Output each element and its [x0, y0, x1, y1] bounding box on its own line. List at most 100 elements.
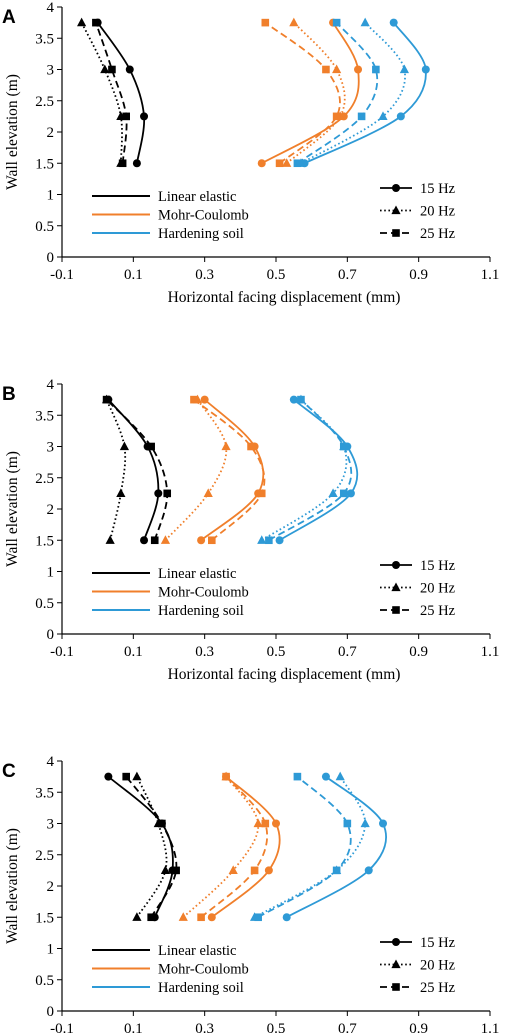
data-point-circle: [346, 489, 355, 498]
chart-panel-a: A 0 0.5 1 1.5 2 2.5 3 3.5 4 -0.1 0.1 0.3 0.5 0.7 0.9 1.1…: [2, 0, 499, 306]
data-point-circle: [125, 65, 134, 74]
panel-letter: C: [2, 761, 16, 782]
data-point-circle: [289, 395, 298, 404]
data-point-circle: [421, 65, 430, 74]
x-tick-label: 0.9: [409, 644, 428, 660]
y-tick-label: 0.5: [35, 973, 54, 989]
data-point-triangle: [119, 441, 130, 451]
legend-marker-square: [392, 229, 400, 237]
y-axis-title: Wall elevation (m): [4, 451, 21, 567]
series-mohr-coulomb-25hz: [197, 772, 270, 922]
data-point-square: [222, 772, 230, 781]
legend-marker-triangle: [391, 205, 401, 215]
legend-label-frequency: 20 Hz: [420, 958, 456, 974]
series-line: [304, 22, 427, 165]
series-line: [200, 398, 265, 541]
x-tick-label: 0.3: [195, 1021, 214, 1034]
data-point-circle: [379, 819, 387, 828]
series-line: [268, 399, 353, 542]
data-point-triangle: [257, 535, 267, 544]
data-point-square: [197, 913, 205, 922]
data-point-triangle: [160, 865, 171, 874]
y-tick-label: 4: [47, 0, 55, 16]
series-line: [254, 776, 367, 919]
data-point-circle: [354, 65, 363, 74]
x-tick-label: 0.9: [409, 1021, 428, 1034]
data-point-circle: [264, 866, 273, 875]
y-tick-label: 3: [47, 440, 55, 456]
series-line: [300, 22, 406, 165]
series-line: [105, 399, 127, 541]
y-tick-label: 1: [47, 188, 55, 204]
series-mohr-coulomb-20hz: [160, 394, 231, 544]
y-tick-label: 0.5: [35, 219, 54, 235]
y-axis-title: Wall elevation (m): [4, 828, 21, 944]
data-point-circle: [140, 536, 149, 545]
data-point-circle: [154, 489, 163, 498]
data-point-triangle: [160, 535, 171, 544]
panel-letter: A: [2, 7, 16, 28]
y-tick-label: 1: [47, 565, 55, 581]
y-axis-title: Wall elevation (m): [4, 74, 21, 190]
x-tick-label: 0.5: [267, 267, 286, 283]
data-point-triangle: [77, 17, 87, 27]
data-point-square: [261, 819, 270, 828]
data-point-square: [322, 65, 330, 74]
data-point-triangle: [360, 818, 370, 828]
data-point-square: [357, 112, 366, 121]
data-point-square: [332, 866, 341, 875]
data-point-square: [339, 489, 348, 498]
data-point-square: [108, 65, 116, 74]
x-tick-label: 0.7: [338, 1021, 357, 1034]
legend-label-frequency: 20 Hz: [420, 581, 456, 597]
x-tick-label: 1.1: [481, 267, 500, 283]
series-line: [193, 398, 266, 541]
legend-marker-square: [392, 606, 400, 614]
series-line: [96, 22, 146, 164]
data-point-triangle: [335, 771, 345, 781]
data-point-triangle: [221, 441, 231, 451]
data-point-circle: [207, 913, 216, 922]
x-tick-label: 0.7: [338, 267, 357, 283]
y-tick-label: 0: [47, 627, 55, 643]
data-point-square: [372, 65, 380, 74]
y-tick-label: 2: [47, 125, 55, 141]
y-tick-label: 4: [47, 754, 55, 770]
series-line: [136, 776, 168, 918]
x-tick-label: 0.1: [124, 644, 143, 660]
x-tick-label: 0.1: [124, 267, 143, 283]
x-tick-label: 0.5: [267, 644, 286, 660]
series-line: [182, 776, 260, 918]
legend-marker-circle: [392, 184, 400, 192]
data-point-square: [208, 536, 216, 545]
series-linear-elastic-25hz: [122, 772, 180, 922]
y-tick-label: 1.5: [35, 533, 54, 549]
x-tick-label: 0.3: [195, 644, 214, 660]
legend-label-frequency: 15 Hz: [420, 935, 456, 951]
data-point-square: [122, 772, 130, 781]
series-hardening-soil-15hz: [282, 772, 387, 922]
series-hardening-soil-15hz: [300, 18, 430, 168]
y-tick-label: 4: [47, 377, 55, 393]
data-point-triangle: [399, 64, 409, 74]
data-point-square: [257, 489, 266, 498]
data-point-square: [247, 442, 255, 451]
data-point-circle: [364, 866, 373, 875]
legend-label-frequency: 20 Hz: [420, 204, 456, 220]
x-tick-label: 1.1: [481, 644, 500, 660]
data-point-triangle: [282, 158, 292, 167]
chart-panel-c: C 0 0.5 1 1.5 2 2.5 3 3.5 4 -0.1 0.1 0.3 0.5 0.7 0.9 1.1…: [2, 754, 499, 1034]
data-point-triangle: [378, 111, 388, 120]
data-point-square: [254, 913, 262, 922]
legend-marker-square: [392, 983, 400, 991]
data-point-circle: [197, 536, 206, 545]
data-point-circle: [396, 112, 405, 121]
data-point-square: [332, 112, 341, 121]
data-point-square: [339, 442, 348, 451]
series-line: [80, 22, 123, 164]
y-tick-label: 0: [47, 250, 55, 266]
data-point-triangle: [116, 488, 126, 497]
series-mohr-coulomb-15hz: [197, 395, 265, 545]
series-line: [286, 22, 346, 164]
series-hardening-soil-25hz: [265, 395, 353, 545]
